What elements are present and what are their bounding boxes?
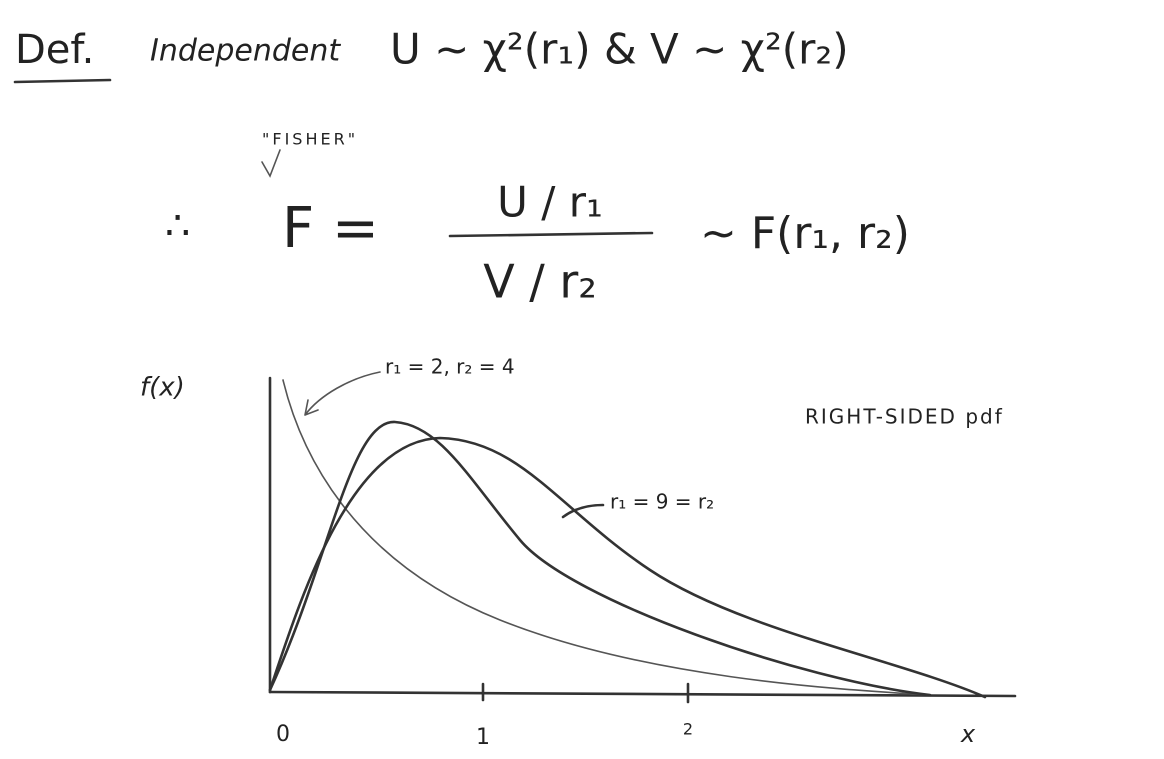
numerator: U / r₁	[497, 178, 603, 227]
rhs: ~ F(r₁, r₂)	[700, 208, 910, 259]
x-axis	[268, 690, 1017, 698]
note: RIGHT-SIDED pdf	[805, 405, 1004, 429]
lhs: F =	[282, 196, 379, 261]
underline	[13, 78, 112, 84]
x-tick-label: 1	[476, 725, 490, 750]
def-label: Def.	[15, 27, 94, 73]
y-label: f(x)	[140, 373, 185, 403]
annotation: "FISHER"	[262, 130, 358, 149]
arrow	[304, 371, 381, 416]
curve-peaked	[268, 420, 932, 697]
pointer	[561, 503, 605, 519]
x-label: x	[960, 720, 976, 748]
therefore: ∴	[165, 203, 190, 249]
header-formula: U ~ χ²(r₁) & V ~ χ²(r₂)	[390, 25, 849, 74]
curve-label: r₁ = 9 = r₂	[610, 490, 714, 514]
curve-2-4	[282, 379, 931, 696]
curve-label: r₁ = 2, r₂ = 4	[385, 355, 515, 379]
fraction-bar	[448, 231, 654, 238]
curve-9-9	[268, 436, 987, 699]
check-mark	[261, 149, 281, 178]
x-tick-label: 0	[276, 722, 290, 747]
denominator: V / r₂	[483, 255, 597, 309]
x-tick-label: 2	[683, 720, 693, 739]
header-text: Independent	[150, 34, 341, 69]
